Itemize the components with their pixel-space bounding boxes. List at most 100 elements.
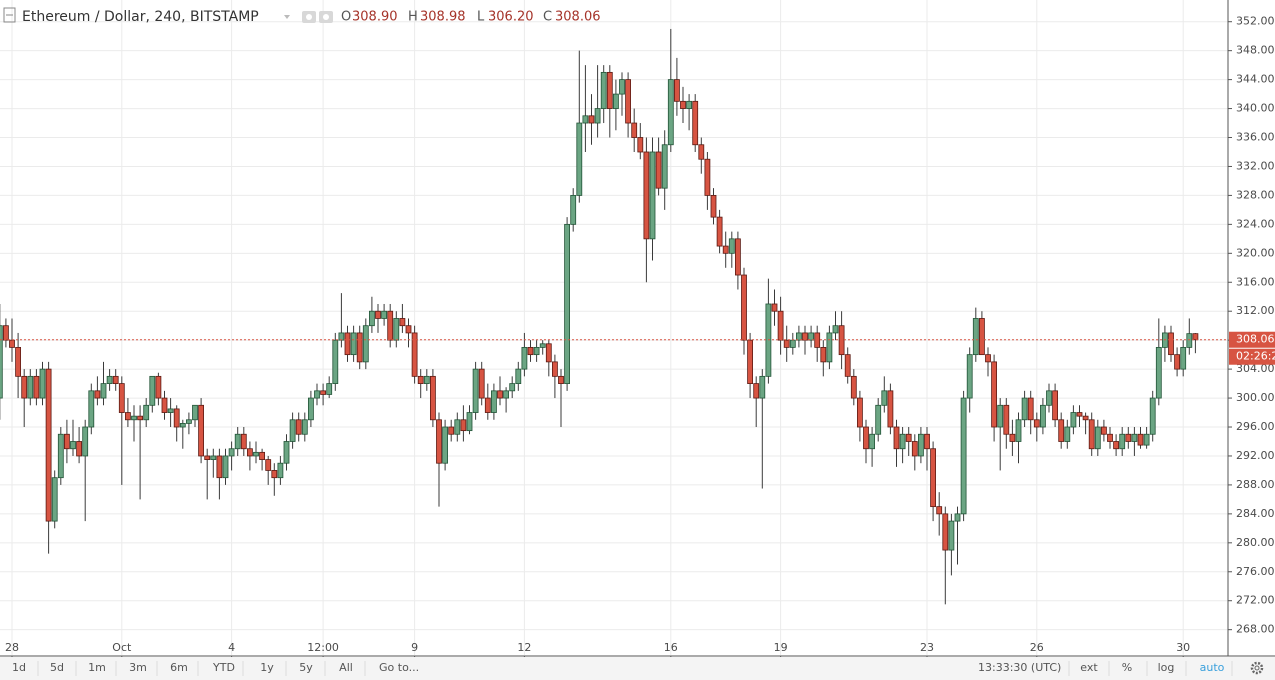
- x-tick-label: 23: [920, 641, 934, 654]
- candle-body: [82, 426, 89, 457]
- range-button[interactable]: 1d: [12, 661, 26, 674]
- candle-body: [454, 419, 461, 435]
- candle-body: [1174, 354, 1180, 370]
- candle-body: [1137, 433, 1144, 446]
- candle-body: [375, 310, 381, 319]
- y-tick-label: 332.00: [1236, 159, 1275, 172]
- candle-body: [1015, 419, 1022, 442]
- y-tick-label: 284.00: [1236, 507, 1275, 520]
- candle-body: [106, 375, 113, 384]
- candle-body: [460, 419, 467, 432]
- candle-body: [0, 325, 3, 399]
- candle-body: [332, 339, 339, 384]
- candle-body: [875, 404, 882, 435]
- countdown-label: 02:26:29: [1236, 350, 1275, 363]
- candle-body: [240, 433, 247, 450]
- range-button[interactable]: 6m: [170, 661, 188, 674]
- candle-body: [88, 390, 95, 428]
- range-button[interactable]: YTD: [212, 661, 235, 674]
- candles: [0, 28, 1228, 605]
- y-tick-label: 352.00: [1236, 15, 1275, 28]
- candle-body: [960, 397, 967, 515]
- option-button[interactable]: ext: [1080, 661, 1098, 674]
- candle-body: [637, 137, 644, 153]
- candle-body: [198, 404, 205, 457]
- candle-body: [594, 108, 601, 124]
- countdown-box: [1229, 348, 1275, 365]
- candle-body: [515, 368, 522, 384]
- candle-body: [588, 115, 595, 124]
- menu-icon[interactable]: [3, 7, 16, 23]
- y-tick-label: 304.00: [1236, 362, 1275, 375]
- candle-body: [1070, 412, 1077, 428]
- open-label: O: [341, 10, 351, 25]
- candle-body: [497, 390, 503, 399]
- candle-body: [265, 459, 272, 471]
- goto-button[interactable]: Go to...: [379, 661, 419, 674]
- option-button[interactable]: log: [1158, 661, 1175, 674]
- option-button[interactable]: auto: [1200, 661, 1225, 674]
- candle-body: [911, 441, 918, 457]
- x-tick-label: 28: [5, 641, 19, 654]
- candle-body: [582, 115, 589, 124]
- candle-body: [1040, 404, 1046, 428]
- candle-body: [893, 426, 900, 450]
- option-button[interactable]: %: [1122, 661, 1132, 674]
- candle-body: [826, 332, 833, 363]
- candle-body: [600, 71, 607, 109]
- range-button[interactable]: All: [339, 661, 353, 674]
- candle-body: [167, 408, 174, 413]
- candle-body: [307, 397, 314, 421]
- candle-body: [509, 383, 516, 392]
- candle-body: [64, 433, 70, 450]
- candle-body: [259, 451, 266, 460]
- range-button[interactable]: 1m: [88, 661, 106, 674]
- candle-body: [698, 144, 705, 160]
- high-label: H: [408, 10, 418, 25]
- candle-body: [558, 375, 564, 384]
- candle-body: [747, 339, 753, 384]
- candle-body: [783, 339, 790, 348]
- candle-body: [100, 383, 107, 399]
- candle-body: [1064, 426, 1071, 442]
- settings-icon-dot: [323, 14, 329, 20]
- candle-body: [45, 368, 52, 522]
- x-tick-label: 9: [411, 641, 418, 654]
- range-button[interactable]: 1y: [260, 661, 274, 674]
- candle-body: [466, 412, 473, 432]
- y-tick-label: 296.00: [1236, 420, 1275, 433]
- candle-body: [350, 332, 357, 356]
- option-buttons: ext% log auto: [1068, 661, 1233, 676]
- candle-body: [1131, 433, 1138, 442]
- range-button[interactable]: 3m: [129, 661, 147, 674]
- range-button[interactable]: 5y: [299, 661, 313, 674]
- candle-body: [472, 368, 479, 413]
- candle-body: [539, 343, 546, 348]
- candle-body: [619, 79, 625, 95]
- candle-body: [1125, 433, 1132, 442]
- candle-body: [606, 71, 613, 109]
- close-value: 308.06: [555, 10, 601, 25]
- candle-body: [930, 448, 936, 508]
- candle-body: [76, 441, 82, 457]
- y-tick-label: 268.00: [1236, 623, 1275, 636]
- open-value: 308.90: [352, 10, 398, 25]
- x-tick-label: 26: [1030, 641, 1044, 654]
- candle-body: [1119, 433, 1126, 450]
- candle-body: [143, 404, 150, 421]
- candle-body: [1027, 397, 1034, 421]
- candle-body: [802, 332, 808, 341]
- low-label: L: [477, 10, 485, 25]
- gear-icon[interactable]: [1250, 661, 1264, 675]
- candle-body: [753, 383, 760, 399]
- candle-body: [1033, 419, 1040, 428]
- range-button[interactable]: 5d: [50, 661, 64, 674]
- candle-body: [1046, 390, 1052, 406]
- candle-body: [271, 470, 278, 479]
- dropdown-arrow[interactable]: [284, 15, 290, 19]
- candle-body: [796, 332, 802, 341]
- candle-body: [979, 318, 985, 356]
- candle-body: [1021, 397, 1028, 421]
- candle-body: [1168, 332, 1174, 356]
